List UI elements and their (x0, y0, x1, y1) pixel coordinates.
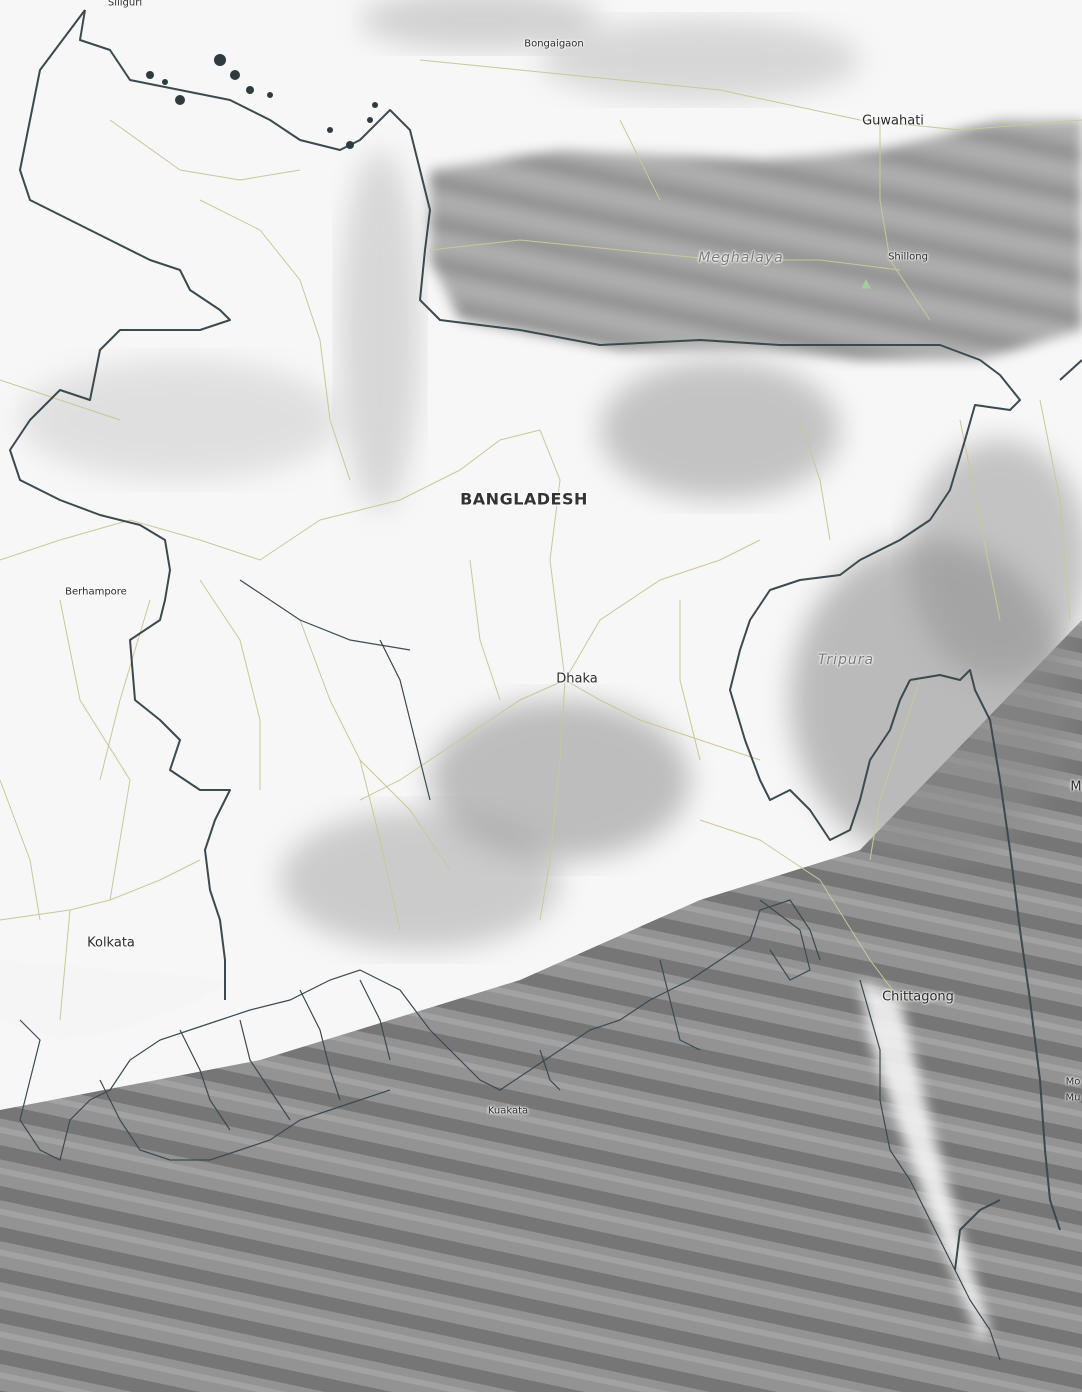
city-label-dhaka[interactable]: Dhaka (556, 671, 598, 687)
city-label-siliguri[interactable]: Siliguri (107, 0, 143, 9)
country-label-bangladesh[interactable]: BANGLADESH (460, 489, 588, 509)
region-label-meghalaya: Meghalaya (698, 250, 784, 266)
city-label-fragment-mo[interactable]: Mo (1065, 1076, 1081, 1088)
city-label-kuakata[interactable]: Kuakata (487, 1105, 529, 1117)
region-label-tripura: Tripura (817, 652, 875, 668)
meghalaya-cloud (430, 120, 1082, 360)
mountain-peak-icon (861, 279, 871, 289)
city-label-guwahati[interactable]: Guwahati (862, 113, 924, 129)
city-label-bongaigaon[interactable]: Bongaigaon (524, 38, 584, 50)
city-label-kolkata[interactable]: Kolkata (87, 935, 135, 951)
city-label-shillong[interactable]: Shillong (888, 251, 928, 263)
bay-cloud-band (0, 620, 1082, 1392)
city-label-berhampore[interactable]: Berhampore (65, 586, 127, 598)
city-label-fragment-mu[interactable]: Mu (1065, 1092, 1081, 1104)
city-label-chittagong[interactable]: Chittagong (882, 989, 954, 1005)
city-label-fragment-m[interactable]: M (1070, 779, 1082, 795)
